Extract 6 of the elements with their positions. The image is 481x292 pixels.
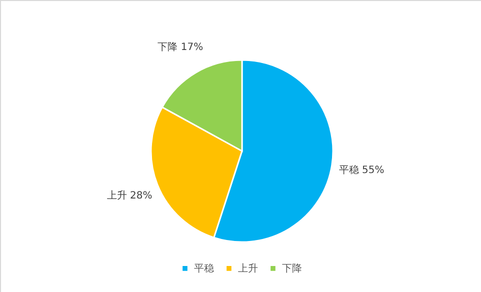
legend-label: 上升 [238,262,258,274]
data-label: 平稳 55% [338,164,384,176]
data-label: 上升 28% [106,190,152,202]
legend-label: 下降 [282,262,302,274]
data-label: 下降 17% [158,40,204,53]
legend-label: 平稳 [194,262,214,274]
